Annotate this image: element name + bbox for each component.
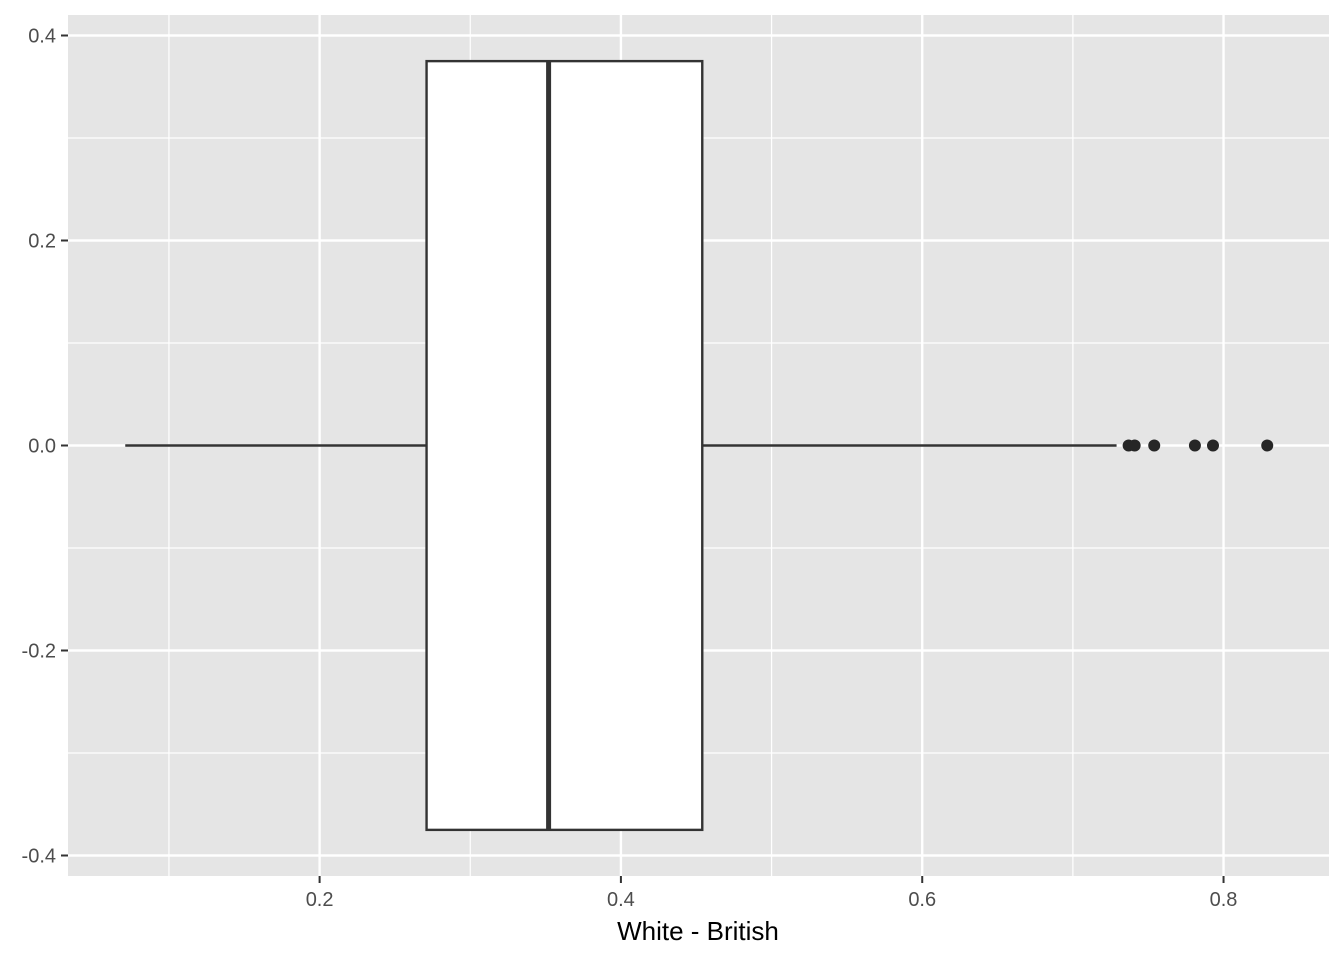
x-tick-label: 0.6 bbox=[908, 889, 936, 911]
outlier-point bbox=[1148, 439, 1161, 452]
x-tick-label: 0.4 bbox=[607, 889, 635, 911]
box-iqr bbox=[425, 59, 704, 832]
x-tick-label: 0.8 bbox=[1210, 889, 1238, 911]
outlier-point bbox=[1206, 439, 1219, 452]
y-tick-label: 0.2 bbox=[28, 231, 56, 253]
y-tick-label: -0.2 bbox=[22, 641, 56, 663]
x-axis-title: White - British bbox=[617, 916, 779, 946]
box-layer bbox=[125, 59, 1117, 832]
y-tick-label: 0.0 bbox=[28, 436, 56, 458]
x-axis: 0.2 0.4 0.6 0.8 bbox=[306, 876, 1238, 911]
y-tick-label: 0.4 bbox=[28, 26, 56, 48]
outlier-points bbox=[1122, 439, 1274, 452]
x-tick-label: 0.2 bbox=[306, 889, 334, 911]
y-axis: -0.4 -0.2 0.0 0.2 0.4 bbox=[22, 26, 68, 868]
outlier-point bbox=[1261, 439, 1274, 452]
outlier-point bbox=[1128, 439, 1141, 452]
y-tick-label: -0.4 bbox=[22, 846, 56, 868]
outlier-point bbox=[1188, 439, 1201, 452]
